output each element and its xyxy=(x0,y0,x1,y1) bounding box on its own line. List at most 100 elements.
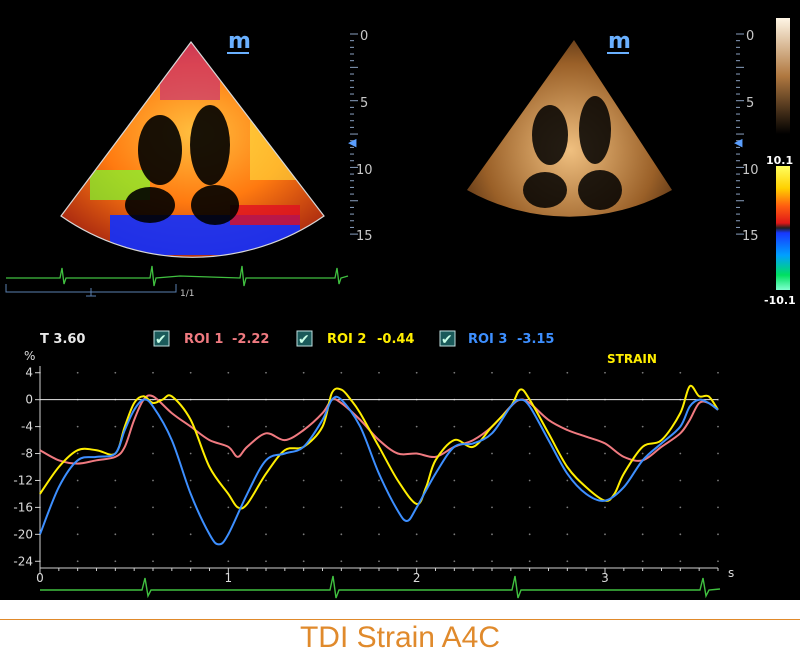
grid-dot xyxy=(152,506,154,509)
depth-tick-0: 0 xyxy=(360,29,368,44)
y-tick-label: -4 xyxy=(21,420,33,434)
grid-dot xyxy=(528,479,531,482)
y-axis-label: % xyxy=(24,349,35,363)
grid-dot xyxy=(679,560,682,563)
roi-3-label: ROI 3 xyxy=(468,332,507,347)
grid-dot xyxy=(340,479,343,482)
check-icon: ✔ xyxy=(298,332,310,348)
grid-dot xyxy=(453,560,456,563)
grid-dot xyxy=(265,479,267,482)
x-tick-label: 3 xyxy=(601,571,609,585)
loop-frame-counter: 1/1 xyxy=(180,289,194,299)
grid-dot xyxy=(566,506,569,509)
grid-dot xyxy=(340,371,343,374)
roi-3-checkbox[interactable] xyxy=(439,330,456,347)
grid-dot xyxy=(302,506,305,509)
brand-underline-right xyxy=(607,52,629,54)
grid-dot xyxy=(491,506,493,509)
grid-dot xyxy=(641,371,644,374)
tdi-sector-image xyxy=(60,41,325,258)
y-tick-label: -16 xyxy=(13,500,33,514)
grid-dot xyxy=(717,479,719,482)
grid-dot xyxy=(491,560,493,563)
grid-dot xyxy=(227,425,230,428)
grid-dot xyxy=(566,560,569,563)
grid-dot xyxy=(265,371,267,374)
grid-dot xyxy=(227,371,230,374)
y-tick-label: -12 xyxy=(13,473,33,487)
series-line-roi-2 xyxy=(39,384,719,510)
grid-dot xyxy=(491,533,493,536)
check-icon: ✔ xyxy=(441,332,453,348)
x-tick-label: 1 xyxy=(225,571,233,585)
grid-dot xyxy=(717,371,719,374)
grid-dot xyxy=(604,560,606,563)
grid-dot xyxy=(378,425,380,428)
grid-dot xyxy=(679,479,682,482)
grid-dot xyxy=(114,479,117,482)
depth-tick-15-right: 15 xyxy=(742,229,759,244)
x-tick-label: 0 xyxy=(36,571,44,585)
y-tick-label: -20 xyxy=(13,527,33,541)
roi-2-value: -0.44 xyxy=(377,332,414,347)
grid-dot xyxy=(566,452,569,455)
y-tick-label: -24 xyxy=(13,554,33,568)
caption-divider xyxy=(0,619,800,620)
grid-dot xyxy=(152,425,154,428)
grid-dot xyxy=(641,506,644,509)
grid-dot xyxy=(453,533,456,536)
roi-2-checkbox[interactable] xyxy=(296,330,313,347)
color-scale-min: -10.1 xyxy=(764,294,796,307)
grid-dot xyxy=(491,371,493,374)
grid-dot xyxy=(76,371,79,374)
grid-dot xyxy=(453,479,456,482)
grid-dot xyxy=(302,533,305,536)
grid-dot xyxy=(340,533,343,536)
grid-dot xyxy=(152,479,154,482)
grid-dot xyxy=(679,506,682,509)
grid-dot xyxy=(528,452,531,455)
grid-dot xyxy=(340,425,343,428)
loop-bracket xyxy=(5,284,177,297)
grid-dot xyxy=(679,533,682,536)
grid-dot xyxy=(265,452,267,455)
grid-dot xyxy=(152,560,154,563)
grid-dot xyxy=(302,479,305,482)
grid-dot xyxy=(114,560,117,563)
grid-dot xyxy=(717,560,719,563)
y-tick-label: -8 xyxy=(21,447,33,461)
grid-dot xyxy=(641,452,644,455)
grid-dot xyxy=(76,479,79,482)
grid-dot xyxy=(378,506,380,509)
roi-3-toggle[interactable]: ✔ ROI 3 -3.15 xyxy=(439,330,554,348)
depth-scale-right: 0 5 10 15 ◀ xyxy=(734,29,759,244)
roi-1-value: -2.22 xyxy=(232,332,269,347)
grid-dot xyxy=(566,479,569,482)
grid-dot xyxy=(265,560,267,563)
grid-dot xyxy=(491,452,493,455)
grid-dot xyxy=(265,533,267,536)
focus-marker-icon-right: ◀ xyxy=(734,136,743,149)
grid-dot xyxy=(415,533,418,536)
depth-tick-5: 5 xyxy=(360,96,368,111)
grid-dot xyxy=(76,560,79,563)
roi-2-toggle[interactable]: ✔ ROI 2 -0.44 xyxy=(296,330,414,348)
grid-dot xyxy=(114,533,117,536)
y-tick-label: 4 xyxy=(25,366,33,380)
grid-dot xyxy=(227,560,230,563)
grid-dot xyxy=(227,452,230,455)
grid-dot xyxy=(340,452,343,455)
grid-dot xyxy=(378,479,380,482)
caption-bar: TDI Strain A4C xyxy=(0,600,800,658)
grid-dot xyxy=(604,479,606,482)
roi-1-toggle[interactable]: ✔ ROI 1 -2.22 xyxy=(153,330,269,348)
grid-dot xyxy=(717,506,719,509)
grid-dot xyxy=(152,533,154,536)
depth-tick-15: 15 xyxy=(356,229,373,244)
ultrasound-screen: m m 0 5 10 15 ◀ 0 5 10 15 ◀ 10.1 -10.1 1… xyxy=(5,18,796,599)
grid-dot xyxy=(604,533,606,536)
series-line-roi-3 xyxy=(39,395,719,546)
grid-dot xyxy=(566,371,569,374)
grid-dot xyxy=(453,452,456,455)
roi-1-checkbox[interactable] xyxy=(153,330,170,347)
